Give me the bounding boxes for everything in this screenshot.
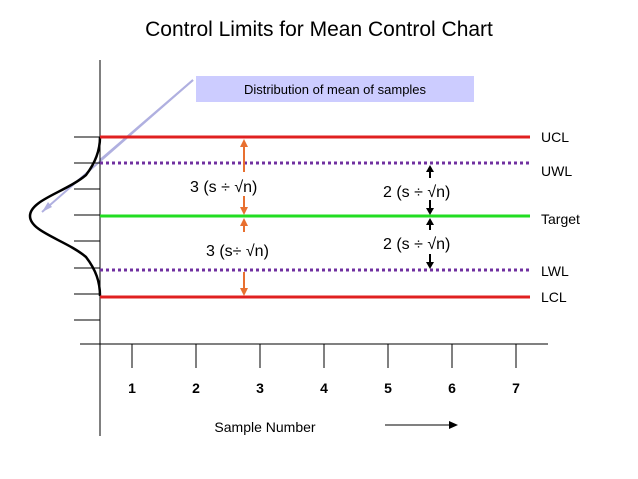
banner-pointer-arrowhead — [42, 202, 52, 212]
x-tick-label-2: 2 — [192, 380, 200, 396]
y-axis-ticks — [74, 136, 100, 321]
lcl-label: LCL — [541, 289, 567, 305]
lower-warning-annotation: 2 (s ÷ √n) — [383, 236, 450, 253]
target-label: Target — [541, 211, 580, 227]
uwl-label: UWL — [541, 163, 572, 179]
x-tick-label-5: 5 — [384, 380, 392, 396]
x-tick-labels: 1 2 3 4 5 6 7 — [128, 380, 520, 396]
x-direction-arrowhead — [449, 421, 458, 429]
banner-pointer-lower — [41, 79, 194, 213]
x-tick-label-4: 4 — [320, 380, 328, 396]
x-tick-label-6: 6 — [448, 380, 456, 396]
distribution-banner-label: Distribution of mean of samples — [244, 82, 427, 97]
x-tick-label-3: 3 — [256, 380, 264, 396]
x-tick-label-1: 1 — [128, 380, 136, 396]
lower-action-annotation: 3 (s÷ √n) — [206, 243, 269, 260]
x-axis-title: Sample Number — [214, 419, 315, 435]
lwl-label: LWL — [541, 263, 569, 279]
page-title: Control Limits for Mean Control Chart — [145, 18, 493, 41]
upper-action-annotation: 3 (s ÷ √n) — [190, 179, 257, 196]
upper-warning-arrow — [426, 165, 434, 215]
x-axis-ticks — [131, 344, 517, 368]
distribution-curve — [28, 136, 102, 297]
lower-action-arrow — [240, 218, 248, 296]
x-tick-label-7: 7 — [512, 380, 520, 396]
upper-warning-annotation: 2 (s ÷ √n) — [383, 184, 450, 201]
lower-warning-arrow — [426, 218, 434, 269]
distribution-banner — [196, 76, 474, 102]
ucl-label: UCL — [541, 129, 569, 145]
upper-action-arrow — [240, 139, 248, 215]
